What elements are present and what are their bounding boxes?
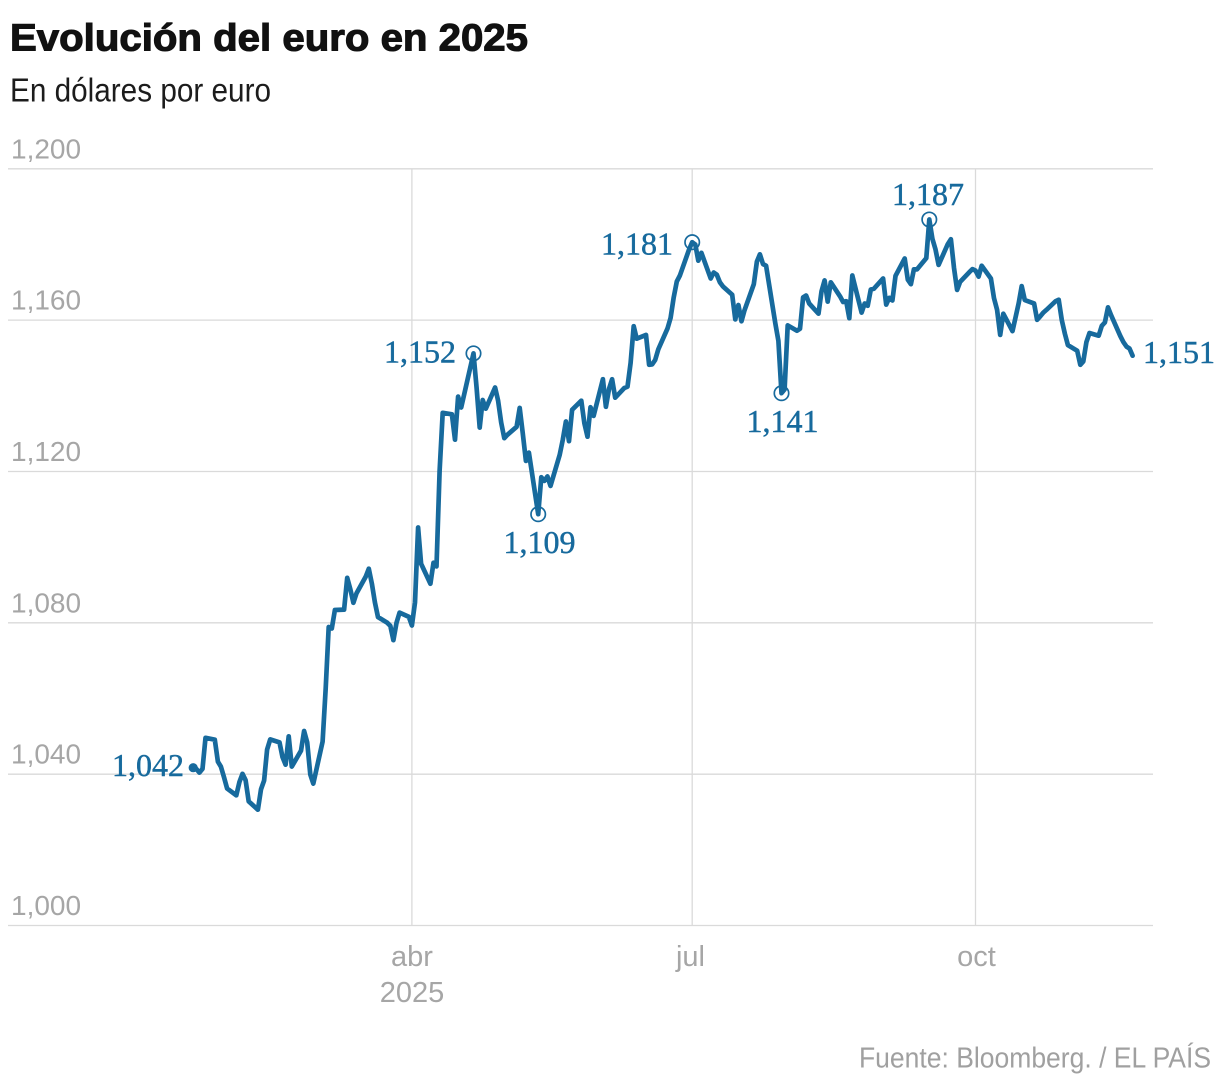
svg-text:1,120: 1,120 xyxy=(11,436,81,467)
svg-text:1,151: 1,151 xyxy=(1143,334,1215,370)
svg-text:1,181: 1,181 xyxy=(601,226,673,262)
svg-text:2025: 2025 xyxy=(380,977,445,1009)
svg-text:1,200: 1,200 xyxy=(11,133,81,164)
svg-text:1,109: 1,109 xyxy=(504,524,576,560)
svg-text:1,040: 1,040 xyxy=(11,739,81,770)
svg-text:1,141: 1,141 xyxy=(747,403,819,439)
svg-text:1,152: 1,152 xyxy=(384,334,456,370)
svg-text:1,187: 1,187 xyxy=(892,176,964,212)
svg-text:oct: oct xyxy=(957,941,996,973)
svg-text:En dólares por euro: En dólares por euro xyxy=(10,72,271,109)
svg-text:1,160: 1,160 xyxy=(11,285,81,316)
svg-text:jul: jul xyxy=(675,941,705,973)
svg-text:Evolución del euro en 2025: Evolución del euro en 2025 xyxy=(10,18,528,60)
svg-text:1,042: 1,042 xyxy=(112,747,184,783)
svg-text:1,000: 1,000 xyxy=(11,890,81,921)
svg-text:abr: abr xyxy=(391,941,433,973)
svg-text:1,080: 1,080 xyxy=(11,587,81,618)
svg-text:Fuente: Bloomberg. / EL PAÍS: Fuente: Bloomberg. / EL PAÍS xyxy=(859,1042,1211,1075)
